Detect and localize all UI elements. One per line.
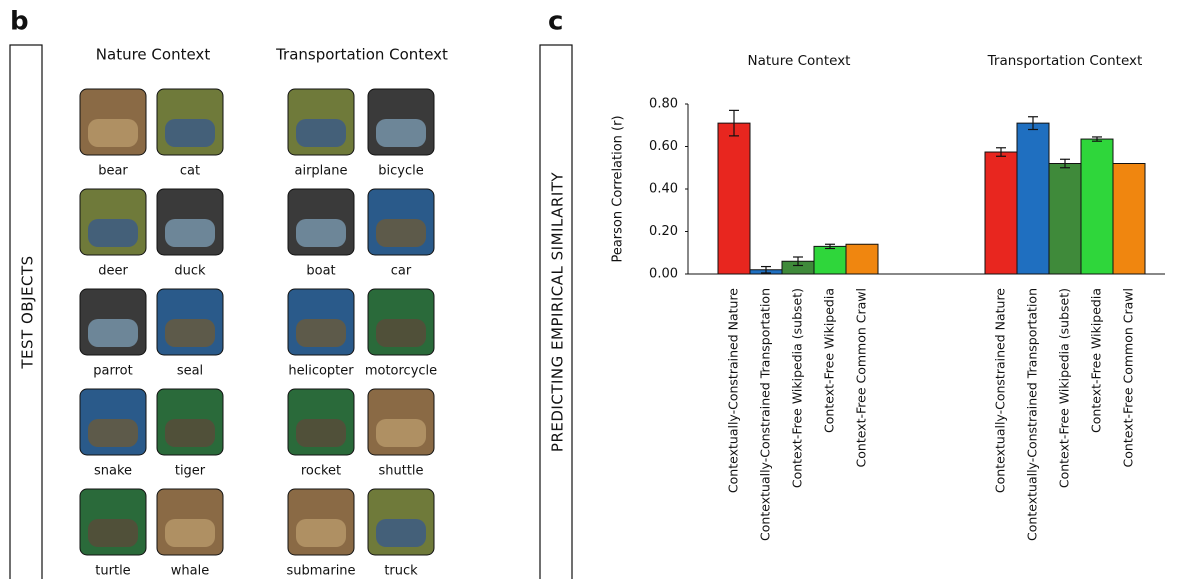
x-tick-label: Contextually-Constrained Transportation bbox=[758, 288, 773, 541]
chart-title: Nature Context bbox=[748, 53, 851, 69]
x-tick-label: Context-Free Common Crawl bbox=[854, 288, 869, 467]
object-label: helicopter bbox=[288, 364, 354, 379]
object-label: tiger bbox=[175, 464, 206, 479]
object-image-detail bbox=[376, 219, 426, 247]
object-label: rocket bbox=[301, 464, 341, 479]
x-tick-label: Context-Free Common Crawl bbox=[1121, 288, 1136, 467]
object-label: parrot bbox=[93, 364, 132, 379]
object-image-detail bbox=[88, 519, 138, 547]
object-image-detail bbox=[296, 119, 346, 147]
object-image-detail bbox=[376, 119, 426, 147]
bar bbox=[1080, 138, 1114, 275]
side-label: PREDICTING EMPIRICAL SIMILARITY bbox=[549, 172, 567, 452]
bar bbox=[1016, 122, 1050, 275]
object-image-detail bbox=[296, 219, 346, 247]
object-label: motorcycle bbox=[365, 364, 437, 379]
y-tick-label: 0.60 bbox=[649, 139, 678, 154]
object-image-detail bbox=[88, 219, 138, 247]
x-tick-label: Contextually-Constrained Transportation bbox=[1025, 288, 1040, 541]
bar bbox=[717, 122, 751, 275]
object-label: submarine bbox=[286, 564, 355, 579]
x-tick-label: Context-Free Wikipedia (subset) bbox=[1057, 288, 1072, 488]
object-image-detail bbox=[376, 419, 426, 447]
x-tick-label: Context-Free Wikipedia bbox=[1089, 288, 1104, 433]
y-tick-label: 0.80 bbox=[649, 97, 678, 112]
bar bbox=[813, 245, 847, 275]
object-image-detail bbox=[88, 419, 138, 447]
chart-title: Transportation Context bbox=[987, 53, 1143, 69]
object-label: duck bbox=[174, 264, 206, 279]
object-image-detail bbox=[165, 519, 215, 547]
object-image-detail bbox=[165, 219, 215, 247]
object-label: snake bbox=[94, 464, 132, 479]
object-label: cat bbox=[180, 164, 200, 179]
column-title: Nature Context bbox=[96, 46, 211, 64]
bar bbox=[1048, 163, 1082, 275]
object-image-detail bbox=[88, 319, 138, 347]
y-tick-label: 0.00 bbox=[649, 267, 678, 282]
bar bbox=[845, 243, 879, 275]
object-label: shuttle bbox=[378, 464, 423, 479]
x-tick-label: Context-Free Wikipedia bbox=[822, 288, 837, 433]
object-label: whale bbox=[171, 564, 209, 579]
object-image-detail bbox=[165, 119, 215, 147]
x-tick-label: Contextually-Constrained Nature bbox=[726, 288, 741, 493]
object-image-detail bbox=[88, 119, 138, 147]
column-title: Transportation Context bbox=[275, 46, 448, 64]
panel-letter: c bbox=[548, 7, 563, 37]
object-label: truck bbox=[384, 564, 418, 579]
object-label: seal bbox=[177, 364, 203, 379]
object-image-detail bbox=[165, 419, 215, 447]
side-label: TEST OBJECTS bbox=[19, 255, 37, 369]
object-label: boat bbox=[306, 264, 335, 279]
object-image-detail bbox=[165, 319, 215, 347]
object-image-detail bbox=[296, 519, 346, 547]
side-box bbox=[9, 44, 43, 579]
object-label: bicycle bbox=[378, 164, 423, 179]
object-label: deer bbox=[98, 264, 128, 279]
object-label: bear bbox=[98, 164, 128, 179]
object-label: car bbox=[391, 264, 412, 279]
bar bbox=[984, 151, 1018, 275]
object-image-detail bbox=[376, 519, 426, 547]
y-tick-label: 0.20 bbox=[649, 224, 678, 239]
side-box bbox=[539, 44, 573, 579]
bar bbox=[1112, 163, 1146, 275]
x-tick-label: Contextually-Constrained Nature bbox=[993, 288, 1008, 493]
object-image-detail bbox=[376, 319, 426, 347]
x-tick-label: Context-Free Wikipedia (subset) bbox=[790, 288, 805, 488]
panel-letter: b bbox=[10, 7, 29, 37]
object-label: airplane bbox=[295, 164, 348, 179]
object-image-detail bbox=[296, 319, 346, 347]
object-image-detail bbox=[296, 419, 346, 447]
y-axis-label: Pearson Correlation (r) bbox=[611, 115, 626, 262]
object-label: turtle bbox=[95, 564, 130, 579]
y-tick-label: 0.40 bbox=[649, 182, 678, 197]
